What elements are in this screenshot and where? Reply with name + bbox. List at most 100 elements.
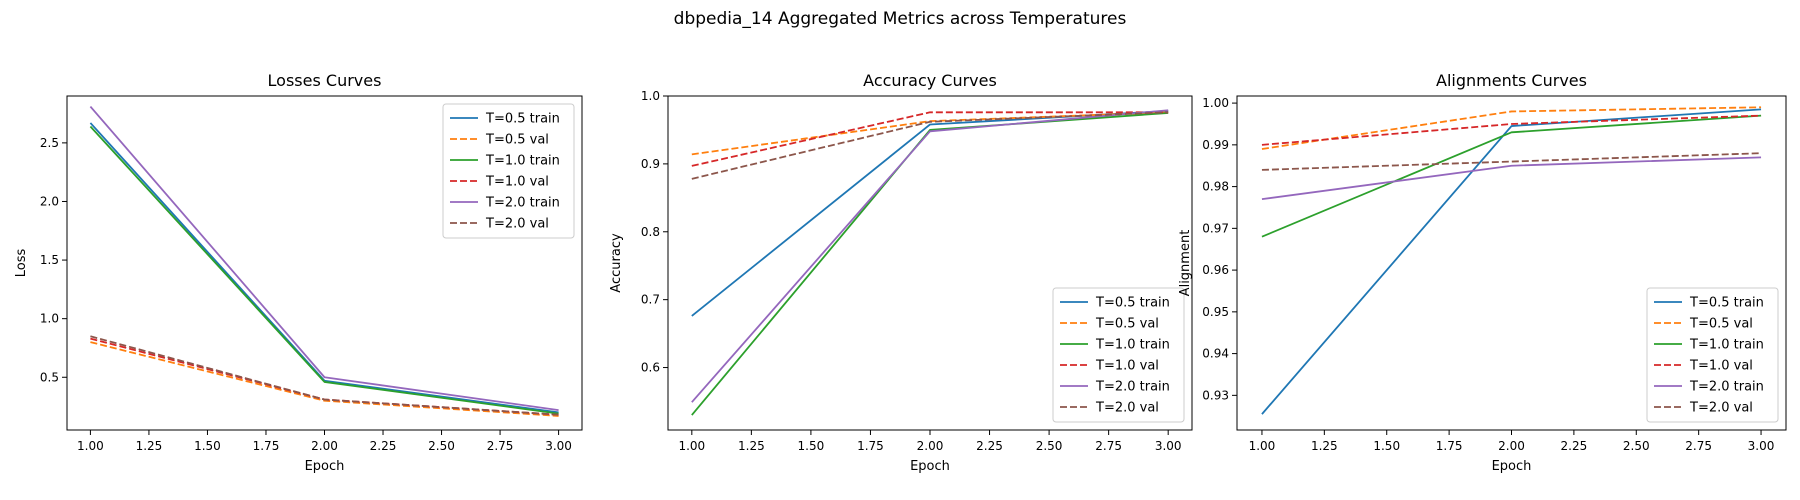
y-tick-label: 2.0 — [40, 194, 59, 208]
y-tick-label: 1.0 — [641, 89, 660, 103]
y-tick-label: 0.5 — [40, 370, 59, 384]
legend-label: T=2.0 val — [1689, 401, 1753, 416]
series-line-5 — [1261, 156, 1762, 201]
y-tick-label: 1.0 — [40, 312, 59, 326]
series-line-3 — [691, 112, 1169, 416]
x-tick-label: 2.50 — [1036, 439, 1063, 453]
chart-panel-2: Accuracy Curves 1.00 1.25 1.50 1.75 2.00 2.25 2… — [609, 71, 1193, 474]
chart-panel-1: Losses Curves 1.00 1.25 1.50 1.75 2.00 2.25 2.5… — [14, 71, 583, 474]
series-line-2 — [1261, 106, 1762, 150]
y-tick-label: 0.98 — [1202, 180, 1229, 194]
y-axis-label: Alignment — [1178, 230, 1193, 297]
x-tick-label: 2.00 — [1498, 439, 1525, 453]
x-tick-label: 1.25 — [136, 439, 163, 453]
legend-box — [442, 103, 575, 239]
x-tick-label: 1.50 — [798, 439, 825, 453]
x-tick-label: 2.75 — [1685, 439, 1712, 453]
series-line-6 — [691, 111, 1169, 180]
legend-label: T=2.0 val — [485, 217, 549, 232]
x-tick-label: 2.75 — [1095, 439, 1122, 453]
series-line-3 — [1261, 114, 1762, 238]
y-tick-label: 0.99 — [1202, 138, 1229, 152]
legend-label: T=2.0 val — [1095, 401, 1159, 416]
legend: T=0.5 train T=0.5 val T=1.0 train T=1.0 val… — [442, 103, 575, 239]
x-tick-label: 3.00 — [1155, 439, 1182, 453]
y-tick-label: 0.8 — [641, 225, 660, 239]
plot-frame — [1236, 95, 1787, 431]
y-tick-label: 2.5 — [40, 136, 59, 150]
legend-label: T=0.5 train — [485, 112, 560, 127]
x-tick-label: 1.00 — [678, 439, 705, 453]
legend-box — [1646, 287, 1779, 423]
series-line-4 — [1261, 114, 1762, 146]
legend-label: T=0.5 val — [1095, 317, 1159, 332]
legend-label: T=2.0 train — [1095, 380, 1170, 395]
legend-label: T=0.5 train — [1095, 296, 1170, 311]
y-tick-label: 0.9 — [641, 157, 660, 171]
legend-box — [1052, 287, 1185, 423]
x-tick-label: 1.50 — [1373, 439, 1400, 453]
legend-label: T=1.0 train — [485, 154, 560, 169]
chart-panel-3: Alignments Curves 1.00 1.25 1.50 1.75 2.00 2.2… — [1178, 71, 1787, 474]
series-line-3 — [89, 125, 559, 415]
y-tick-label: 1.5 — [40, 253, 59, 267]
y-tick-label: 0.93 — [1202, 388, 1229, 402]
x-tick-label: 2.00 — [311, 439, 338, 453]
x-tick-label: 1.50 — [194, 439, 221, 453]
series-line-5 — [691, 109, 1169, 403]
legend-label: T=1.0 val — [1095, 359, 1159, 374]
x-tick-label: 2.25 — [976, 439, 1003, 453]
chart-title: Losses Curves — [268, 71, 382, 90]
x-tick-label: 2.50 — [428, 439, 455, 453]
x-axis-label: Epoch — [910, 459, 950, 474]
legend-label: T=0.5 val — [485, 133, 549, 148]
y-tick-label: 0.96 — [1202, 263, 1229, 277]
x-tick-label: 1.75 — [857, 439, 884, 453]
x-tick-label: 2.25 — [370, 439, 397, 453]
legend-label: T=0.5 val — [1689, 317, 1753, 332]
y-tick-label: 1.00 — [1202, 96, 1229, 110]
plot-frame — [667, 95, 1193, 431]
x-tick-label: 1.25 — [1311, 439, 1338, 453]
x-tick-label: 2.00 — [917, 439, 944, 453]
legend-label: T=1.0 train — [1095, 338, 1170, 353]
legend-label: T=1.0 val — [485, 175, 549, 190]
x-tick-label: 2.75 — [487, 439, 514, 453]
figure-title: dbpedia_14 Aggregated Metrics across Tem… — [674, 9, 1127, 29]
series-line-2 — [90, 341, 559, 417]
y-tick-label: 0.6 — [641, 361, 660, 375]
x-tick-label: 1.75 — [1436, 439, 1463, 453]
x-tick-label: 2.50 — [1623, 439, 1650, 453]
legend-label: T=2.0 train — [485, 196, 560, 211]
plot-frame — [66, 95, 583, 431]
series-line-4 — [691, 111, 1169, 167]
x-tick-label: 1.25 — [738, 439, 765, 453]
series-line-5 — [89, 105, 559, 411]
x-tick-label: 1.00 — [77, 439, 104, 453]
y-axis-label: Accuracy — [609, 233, 624, 293]
legend: T=0.5 train T=0.5 val T=1.0 train T=1.0 val… — [1052, 287, 1185, 423]
x-tick-label: 1.00 — [1249, 439, 1276, 453]
legend-label: T=1.0 train — [1689, 338, 1764, 353]
x-tick-label: 3.00 — [1748, 439, 1775, 453]
series-line-1 — [1261, 108, 1762, 415]
chart-title: Alignments Curves — [1436, 71, 1587, 90]
x-axis-label: Epoch — [305, 459, 345, 474]
series-line-6 — [1261, 152, 1762, 171]
legend: T=0.5 train T=0.5 val T=1.0 train T=1.0 val… — [1646, 287, 1779, 423]
y-tick-label: 0.94 — [1202, 347, 1229, 361]
y-tick-label: 0.95 — [1202, 305, 1229, 319]
legend-label: T=1.0 val — [1689, 359, 1753, 374]
y-tick-label: 0.7 — [641, 293, 660, 307]
x-axis-label: Epoch — [1492, 459, 1532, 474]
y-axis-label: Loss — [14, 249, 29, 278]
y-tick-label: 0.97 — [1202, 221, 1229, 235]
x-tick-label: 1.75 — [253, 439, 280, 453]
x-tick-label: 3.00 — [545, 439, 572, 453]
legend-label: T=2.0 train — [1689, 380, 1764, 395]
legend-label: T=0.5 train — [1689, 296, 1764, 311]
series-line-6 — [90, 335, 559, 416]
x-tick-label: 2.25 — [1561, 439, 1588, 453]
chart-title: Accuracy Curves — [863, 71, 997, 90]
